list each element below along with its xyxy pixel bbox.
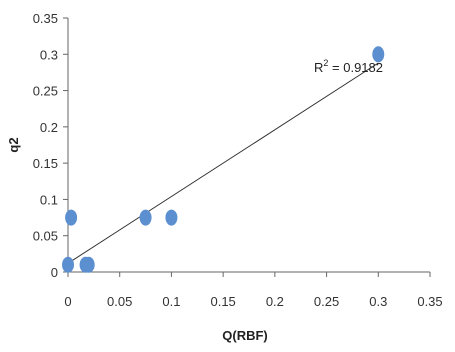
x-tick-label: 0.25	[314, 294, 339, 309]
x-axis-ticks: 0 0.05 0.1 0.15 0.2 0.25 0.3 0.35	[64, 272, 443, 309]
x-tick-label: 0.05	[107, 294, 132, 309]
y-tick-label: 0.2	[40, 120, 58, 135]
x-tick-label: 0.35	[417, 294, 442, 309]
x-axis-title: Q(RBF)	[222, 328, 268, 343]
data-point	[65, 209, 78, 226]
data-point	[62, 256, 74, 273]
x-tick-label: 0	[64, 294, 71, 309]
trendline	[67, 62, 379, 264]
y-tick-label: 0.3	[40, 47, 58, 62]
r-squared-annotation: R2 = 0.9182	[314, 58, 383, 75]
y-axis-ticks: 0 0.05 0.1 0.15 0.2 0.25 0.3 0.35	[33, 11, 68, 280]
x-tick-label: 0.2	[266, 294, 284, 309]
y-tick-label: 0	[51, 265, 58, 280]
x-tick-label: 0.1	[162, 294, 180, 309]
y-tick-label: 0.05	[33, 229, 58, 244]
y-tick-label: 0.25	[33, 84, 58, 99]
y-axis-title: q2	[6, 137, 21, 152]
data-point	[82, 256, 95, 273]
data-point	[372, 46, 385, 63]
x-tick-label: 0.15	[210, 294, 235, 309]
data-point	[165, 209, 178, 226]
x-tick-label: 0.3	[369, 294, 387, 309]
y-tick-label: 0.35	[33, 11, 58, 26]
y-tick-label: 0.1	[40, 192, 58, 207]
data-points	[62, 46, 385, 273]
y-tick-label: 0.15	[33, 156, 58, 171]
axes	[67, 18, 430, 273]
data-point	[139, 209, 152, 226]
